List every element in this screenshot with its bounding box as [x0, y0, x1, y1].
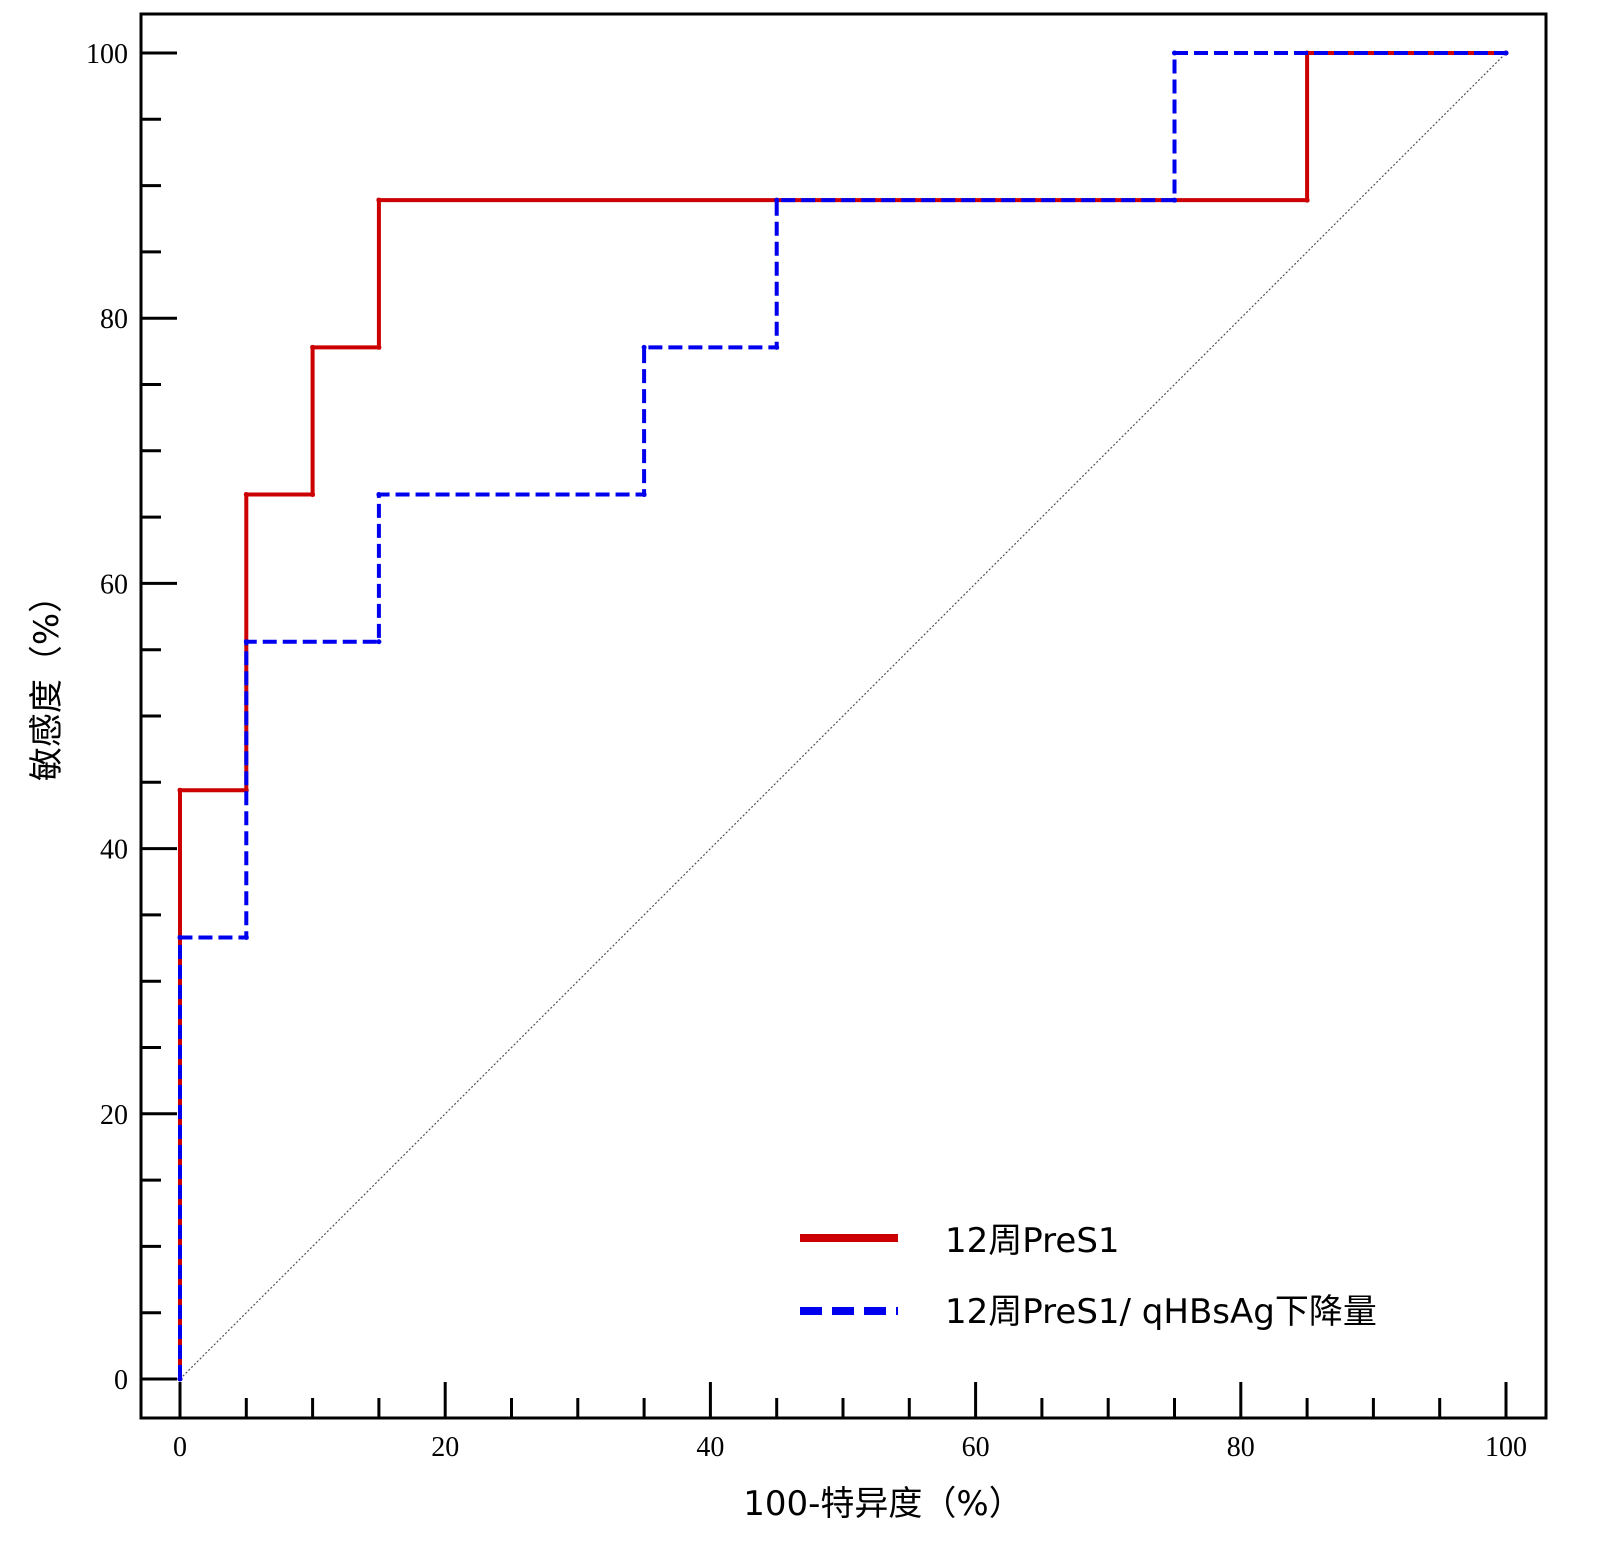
data-point: [243, 639, 249, 645]
data-point: [243, 934, 249, 940]
data-point: [376, 344, 382, 350]
series-line-reference: [179, 52, 1507, 1380]
legend-label-series-2: 12周PreS1/ qHBsAg下降量: [945, 1292, 1377, 1332]
y-tick-label: 40: [100, 835, 128, 866]
y-tick-label: 80: [100, 304, 128, 335]
x-tick-label: 100: [1485, 1432, 1527, 1463]
x-tick-label: 60: [962, 1432, 990, 1463]
axis-ticks: 0 20 40 60 80 100 0 20 40 60 80 100: [86, 39, 1527, 1463]
data-point: [376, 197, 382, 203]
data-point: [177, 1376, 183, 1382]
data-point: [243, 492, 249, 498]
y-tick-label: 60: [100, 569, 128, 600]
series-group: [177, 50, 1509, 1382]
data-point: [376, 492, 382, 498]
x-tick-label: 80: [1227, 1432, 1255, 1463]
x-tick-label: 0: [173, 1432, 187, 1463]
x-tick-label: 40: [696, 1432, 724, 1463]
data-point: [641, 492, 647, 498]
data-point: [310, 492, 316, 498]
data-point: [774, 197, 780, 203]
legend-label-series-1: 12周PreS1: [945, 1221, 1120, 1261]
data-point: [177, 934, 183, 940]
x-tick-label: 20: [431, 1432, 459, 1463]
data-point: [376, 639, 382, 645]
y-tick-label: 0: [114, 1365, 128, 1396]
data-point: [1304, 197, 1310, 203]
data-point: [774, 344, 780, 350]
y-tick-label: 20: [100, 1100, 128, 1131]
data-point: [1172, 50, 1177, 56]
data-point: [1172, 197, 1177, 203]
y-tick-label: 100: [86, 39, 128, 70]
data-point: [177, 787, 183, 793]
y-axis-title: 敏感度（%）: [27, 579, 67, 781]
x-axis-title: 100-特异度（%）: [743, 1484, 1022, 1524]
data-point: [310, 344, 316, 350]
data-point: [1503, 50, 1509, 56]
data-point: [641, 344, 647, 350]
legend: 12周PreS1 12周PreS1/ qHBsAg下降量: [800, 1221, 1377, 1332]
